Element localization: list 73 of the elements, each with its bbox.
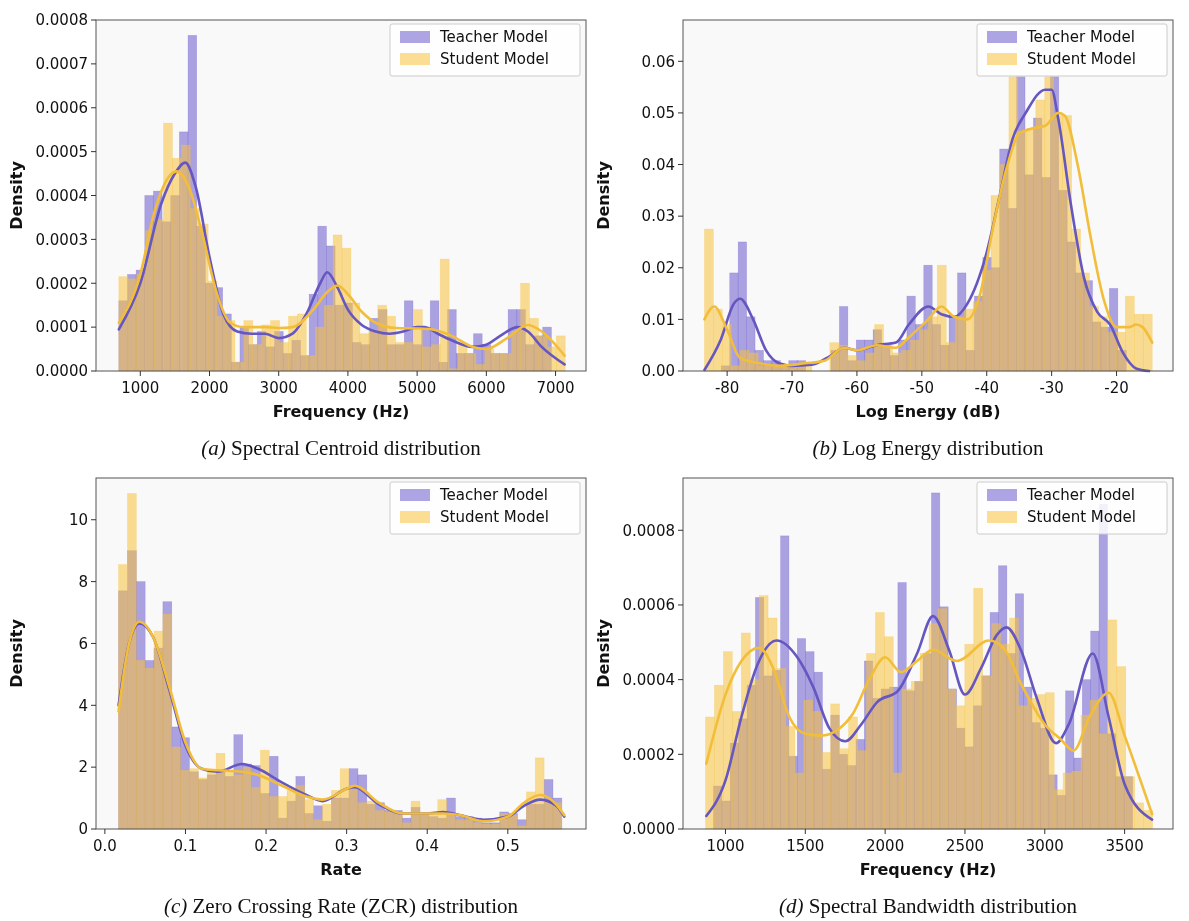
y-tick-label: 0.01 xyxy=(641,310,675,329)
x-tick-label: 5000 xyxy=(398,379,437,397)
x-tick-label: 0.1 xyxy=(173,837,198,855)
text: (b) Log Energy distribution xyxy=(812,436,1045,460)
x-tick-label: 0.3 xyxy=(334,837,359,855)
x-tick-label: -30 xyxy=(1039,379,1064,397)
y-tick-label: 4 xyxy=(78,696,88,715)
x-tick-label: 0.5 xyxy=(495,837,520,855)
x-tick-label: -50 xyxy=(909,379,935,397)
x-tick-label: -40 xyxy=(974,379,999,397)
x-tick-label: 1000 xyxy=(121,379,160,397)
legend-label: Teacher Model xyxy=(439,486,548,504)
legend-label: Teacher Model xyxy=(1026,486,1135,504)
y-tick-label: 0.0000 xyxy=(35,362,88,381)
x-axis-title: Frequency (Hz) xyxy=(272,402,410,421)
x-tick-label: 2500 xyxy=(945,837,985,855)
x-tick-label: -70 xyxy=(779,379,805,397)
legend-label: Teacher Model xyxy=(1026,28,1135,46)
x-tick-label: 0.4 xyxy=(415,837,440,855)
y-tick-label: 0.0006 xyxy=(622,596,675,615)
x-tick-label: 1000 xyxy=(706,837,745,855)
x-tick-label: 2000 xyxy=(190,379,229,397)
y-tick-label: 10 xyxy=(68,511,88,529)
y-tick-label: 0.0000 xyxy=(622,820,675,839)
x-tick-label: 3500 xyxy=(1105,837,1144,855)
y-axis-title: Density xyxy=(7,618,26,688)
y-tick-label: 0.06 xyxy=(641,52,675,71)
y-tick-label: 0.0007 xyxy=(35,55,88,74)
y-tick-label: 0.05 xyxy=(641,104,675,123)
y-tick-label: 0.02 xyxy=(641,259,675,278)
y-tick-label: 0.0004 xyxy=(622,670,675,689)
legend-label: Teacher Model xyxy=(439,28,548,46)
y-tick-label: 0.0003 xyxy=(35,230,88,249)
y-tick-label: 0.0005 xyxy=(35,142,88,161)
x-tick-label: 0.0 xyxy=(92,837,117,855)
x-tick-label: 6000 xyxy=(467,379,506,397)
y-tick-label: 0.0004 xyxy=(35,186,88,205)
x-tick-label: -20 xyxy=(1104,379,1129,397)
legend-label: Student Model xyxy=(1027,50,1136,68)
y-axis-title: Density xyxy=(594,160,613,230)
y-tick-label: 0.03 xyxy=(641,207,675,226)
y-axis-title: Density xyxy=(7,160,26,230)
x-tick-label: 0.2 xyxy=(254,837,278,855)
x-tick-label: 3000 xyxy=(259,379,298,397)
y-tick-label: 8 xyxy=(78,572,88,591)
x-axis-title: Log Energy (dB) xyxy=(855,402,1001,421)
x-tick-label: 4000 xyxy=(328,379,368,397)
x-axis-title: Rate xyxy=(320,860,362,879)
y-axis-title: Density xyxy=(594,618,613,688)
y-tick-label: 0.04 xyxy=(641,155,675,174)
y-tick-label: 0.00 xyxy=(641,362,675,381)
y-tick-label: 0.0002 xyxy=(622,745,675,764)
y-tick-label: 0.0008 xyxy=(35,11,88,30)
y-tick-label: 2 xyxy=(78,758,88,777)
x-tick-label: 2000 xyxy=(866,837,905,855)
legend-label: Student Model xyxy=(440,508,549,526)
y-tick-label: 0.0006 xyxy=(35,99,88,117)
legend-label: Student Model xyxy=(1027,508,1136,526)
x-axis-title: Frequency (Hz) xyxy=(859,860,997,879)
x-tick-label: 7000 xyxy=(536,379,575,397)
x-tick-label: 3000 xyxy=(1025,837,1064,855)
y-tick-label: 0.0001 xyxy=(35,318,88,337)
y-tick-label: 0 xyxy=(78,820,88,839)
y-tick-label: 0.0002 xyxy=(35,274,88,293)
legend-label: Student Model xyxy=(440,50,549,68)
text: (d) Spectral Bandwidth distribution xyxy=(778,894,1078,918)
x-tick-label: 1500 xyxy=(786,837,825,855)
text: (c) Zero Crossing Rate (ZCR) distribution xyxy=(163,894,519,918)
x-tick-label: -60 xyxy=(844,379,870,397)
y-tick-label: 6 xyxy=(78,634,88,653)
y-tick-label: 0.0008 xyxy=(622,521,675,540)
x-tick-label: -80 xyxy=(714,379,740,397)
text: (a) Spectral Centroid distribution xyxy=(201,436,482,460)
